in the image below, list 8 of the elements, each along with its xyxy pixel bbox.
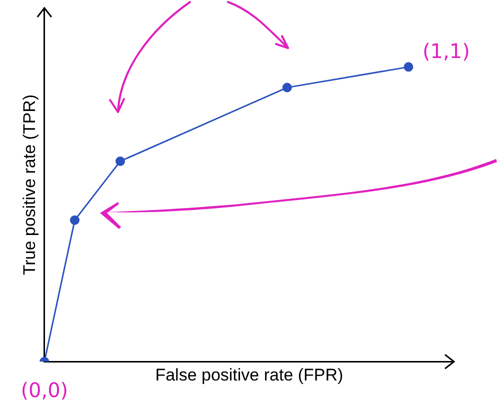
y-axis-title: True positive rate (TPR): [20, 94, 39, 276]
point: [70, 215, 80, 225]
point: [116, 156, 125, 166]
point: [282, 82, 292, 92]
point: [404, 62, 414, 72]
text: (1,1): [422, 39, 470, 64]
x-axis-title: False positive rate (FPR): [155, 365, 344, 384]
text: (0,0): [20, 378, 68, 402]
